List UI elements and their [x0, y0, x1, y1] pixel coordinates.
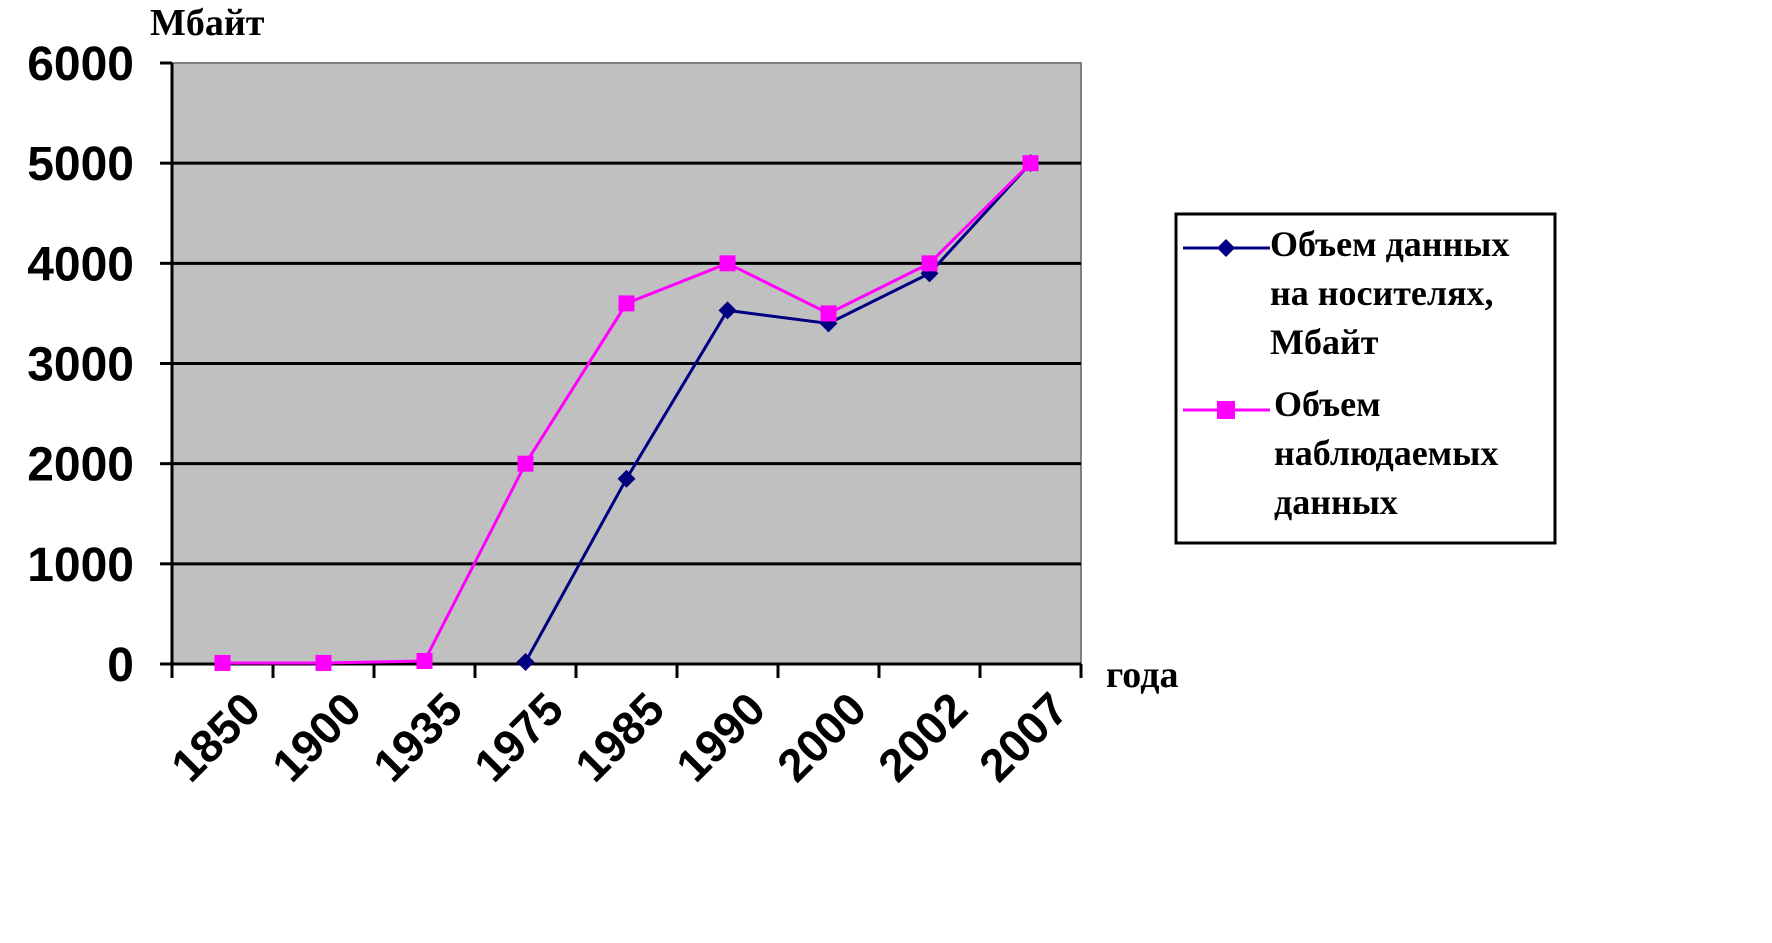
- data-point-marker: [214, 654, 231, 671]
- y-tick-label: 3000: [27, 339, 134, 392]
- legend-box: [1174, 212, 1557, 545]
- legend-label-0: Объем данных: [1270, 224, 1509, 264]
- data-point-marker: [617, 469, 636, 488]
- x-tick-label: 1900: [262, 682, 371, 791]
- x-tick-label: 1985: [565, 682, 674, 791]
- data-point-marker: [1022, 155, 1039, 172]
- legend-marker-0: [1217, 239, 1235, 257]
- data-point-marker: [618, 295, 635, 312]
- y-tick-label: 4000: [27, 238, 134, 291]
- x-tick-label: 1975: [464, 682, 573, 791]
- x-tick-label: 2007: [969, 682, 1078, 791]
- legend-label-1: данных: [1274, 482, 1398, 522]
- x-tick-label: 1990: [666, 682, 775, 791]
- data-point-marker: [719, 255, 736, 272]
- data-point-marker: [416, 652, 433, 669]
- series-line-0: [524, 162, 1032, 663]
- x-tick-label: 2000: [767, 682, 876, 791]
- x-axis-title: года: [1106, 654, 1178, 696]
- data-point-marker: [820, 305, 837, 322]
- x-tick-label: 1935: [363, 682, 472, 791]
- data-point-marker: [921, 255, 938, 272]
- y-tick-label: 6000: [27, 38, 134, 91]
- x-tick-label: 2002: [868, 682, 977, 791]
- y-tick-label: 5000: [27, 138, 134, 191]
- data-point-marker: [718, 301, 737, 320]
- legend-label-1: Объем: [1274, 384, 1381, 424]
- y-tick-label: 1000: [27, 539, 134, 592]
- y-tick-label: 0: [107, 639, 134, 692]
- data-point-marker: [516, 652, 535, 671]
- y-axis-title: Мбайт: [150, 2, 265, 44]
- legend: Объем данных на носителях, Мбайт Объем наблю…: [1174, 212, 1557, 545]
- legend-label-0: на носителях,: [1270, 273, 1494, 313]
- y-tick-labels: 0 1000 2000 3000 4000 5000 6000: [27, 38, 134, 692]
- gridlines: [172, 161, 1081, 566]
- series-layer: [214, 154, 1040, 671]
- data-point-marker: [315, 654, 332, 671]
- legend-items: Объем данных на носителях, Мбайт Объем наблю…: [1183, 224, 1509, 522]
- data-point-marker: [517, 455, 534, 472]
- legend-marker-1: [1217, 401, 1235, 419]
- legend-label-1: наблюдаемых: [1274, 433, 1498, 473]
- y-tick-label: 2000: [27, 439, 134, 492]
- x-tick-label: 1850: [161, 682, 270, 791]
- legend-label-0: Мбайт: [1270, 322, 1379, 362]
